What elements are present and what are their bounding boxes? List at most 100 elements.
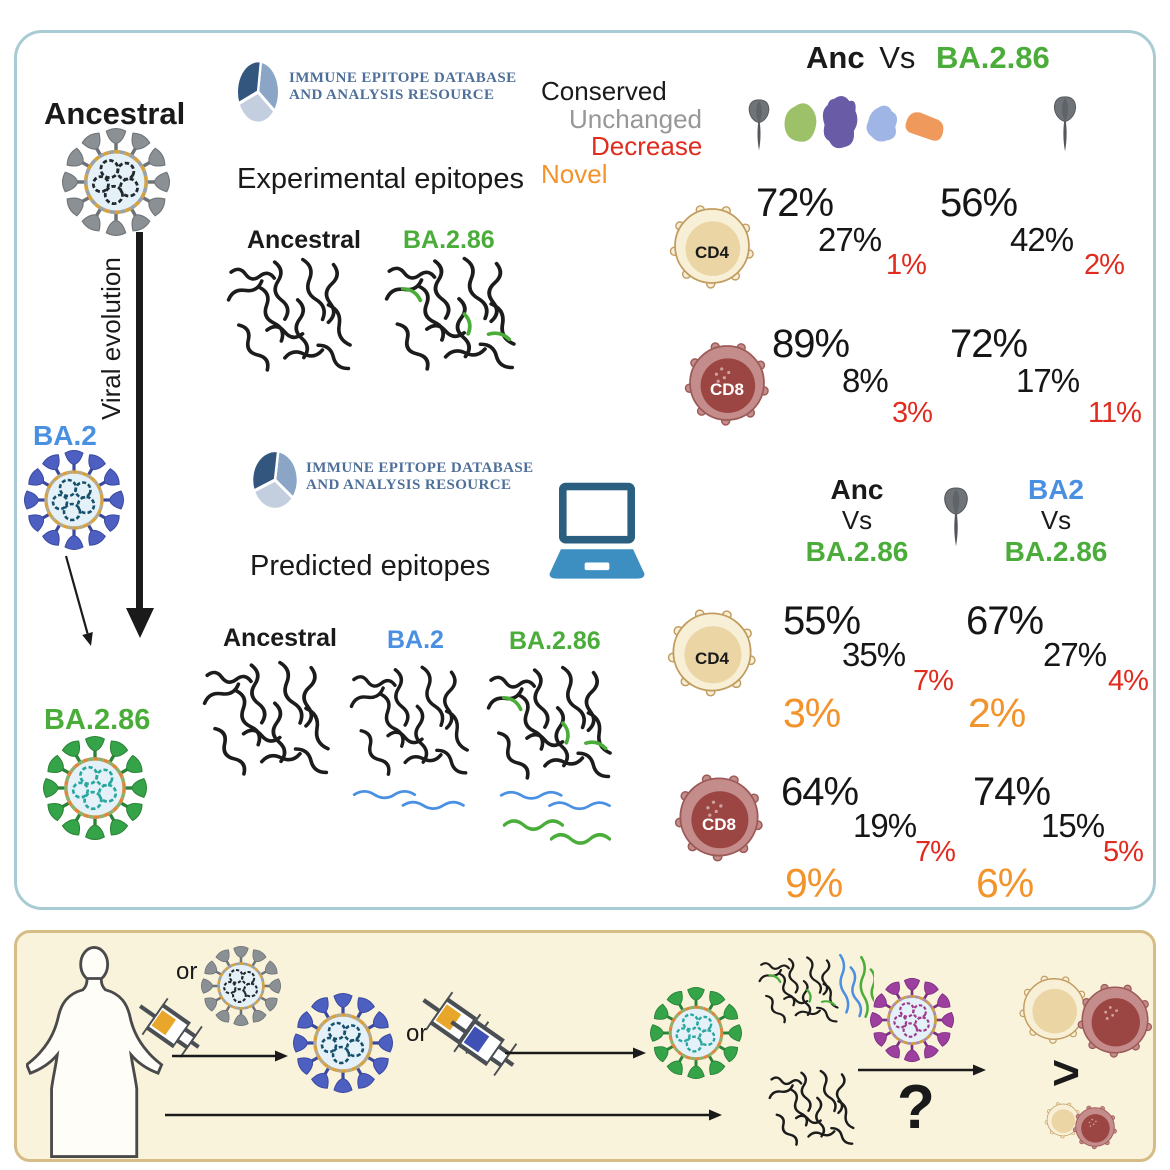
vaccine-syringe-blue-icon (433, 996, 533, 1091)
pred-ba286-novel-epitopes-icon (502, 814, 614, 850)
pred-ba286-epitopes-icon (486, 660, 614, 786)
exp-cd8-spike-decrease: 11% (1088, 397, 1142, 429)
iedb-logo-icon-2 (250, 448, 300, 512)
exp-cd4-proteome-decrease: 1% (886, 249, 927, 281)
iedb-logo-text-2: IMMUNE EPITOPE DATABASE AND ANALYSIS RES… (306, 460, 534, 494)
cd4-cell-label-2: CD4 (694, 649, 730, 669)
viral-evolution-arrowhead-icon (126, 608, 154, 638)
exp-cd4-proteome-unchanged: 27% (818, 221, 882, 258)
ba286-virus-icon (42, 736, 148, 840)
cd8-cell-label: CD8 (709, 380, 745, 400)
iedb2-line2: AND ANALYSIS RESOURCE (306, 477, 512, 493)
pred-cmp1-bottom: BA.2.86 (805, 536, 909, 567)
vaccine-syringe-icon (122, 981, 218, 1072)
ancestral-epitopes-bottom-icon (768, 1066, 856, 1150)
exp-header-ba286: BA.2.86 (936, 40, 1050, 75)
spike-protein-icon (744, 96, 774, 154)
laptop-icon (540, 478, 654, 590)
pred-cmp2-bottom: BA.2.86 (1004, 536, 1108, 567)
exp-cd8-spike-unchanged: 17% (1016, 362, 1080, 399)
pred-cmp1-vs: Vs (841, 505, 873, 535)
ba2-virus-icon (24, 448, 124, 552)
legend-conserved: Conserved (541, 76, 667, 106)
exp-cd8-proteome-decrease: 3% (892, 397, 933, 429)
pred-cd4-ba2-unchanged: 27% (1043, 636, 1107, 673)
legend-novel: Novel (541, 159, 608, 189)
exp-cd4-spike-conserved: 56% (940, 181, 1018, 225)
pred-cmp2-vs: Vs (1040, 505, 1072, 535)
iedb-logo-text: IMMUNE EPITOPE DATABASE AND ANALYSIS RES… (289, 70, 517, 104)
pred-comparison-2: BA2 Vs BA.2.86 (991, 474, 1121, 567)
pred-ba2-epitopes-icon (349, 660, 471, 782)
pred-cd4-ba2-decrease: 4% (1108, 665, 1149, 697)
top-panel (14, 30, 1156, 910)
pred-cd8-anc-novel: 9% (785, 860, 843, 906)
pred-cd8-ba2-conserved: 74% (973, 770, 1051, 814)
spike-protein-icon-2 (938, 486, 974, 548)
exp-header-anc: Anc (806, 40, 865, 75)
experimental-epitopes-title: Experimental epitopes (237, 163, 524, 195)
exp-ba286-epitopes-icon (384, 251, 518, 377)
pred-ba2-label: BA.2 (387, 626, 444, 654)
legend-unchanged: Unchanged (569, 104, 702, 134)
ancestral-virus-icon (60, 128, 172, 236)
pred-cd8-ba2-novel: 6% (976, 860, 1034, 906)
pred-ancestral-epitopes-icon (202, 655, 332, 782)
future-variant-virus-icon (870, 978, 954, 1062)
cd8-response-small-icon (1072, 1104, 1118, 1150)
pred-cd4-anc-novel: 3% (783, 690, 841, 736)
pred-comparison-1: Anc Vs BA.2.86 (792, 474, 922, 567)
exp-cd8-proteome-unchanged: 8% (842, 362, 889, 399)
exp-cd8-spike-conserved: 72% (950, 322, 1028, 366)
viral-evolution-label: Viral evolution (96, 257, 126, 420)
pred-cd8-anc-conserved: 64% (781, 770, 859, 814)
pred-cd4-ba2-conserved: 67% (966, 599, 1044, 643)
spike-protein-only-icon (1048, 95, 1082, 153)
mixed-epitopes-icon (758, 953, 840, 1027)
cd4-cell-icon-2: CD4 (666, 606, 758, 698)
ba286-label: BA.2.86 (44, 704, 151, 736)
iedb-logo-icon (235, 58, 281, 126)
viral-evolution-arrow-shaft (136, 232, 143, 610)
pred-cd4-anc-decrease: 7% (913, 665, 954, 697)
novel-epitopes-vertical-icon (836, 951, 874, 1023)
pred-ba2-novel-epitopes-icon (352, 786, 468, 814)
pred-cmp1-top: Anc (830, 474, 884, 505)
ba286-virus-bottom-icon (650, 980, 742, 1086)
cd8-cell-label-2: CD8 (701, 814, 737, 834)
cd8-cell-icon: CD8 (683, 337, 771, 429)
bottom-panel (14, 930, 1156, 1162)
pred-cmp2-top: BA2 (1027, 474, 1084, 505)
pred-cd4-anc-unchanged: 35% (842, 636, 906, 673)
pred-cd8-ba2-unchanged: 15% (1041, 807, 1105, 844)
iedb-line2: AND ANALYSIS RESOURCE (289, 87, 495, 103)
predicted-epitopes-title: Predicted epitopes (250, 550, 491, 582)
exp-comparison-header: Anc Vs BA.2.86 (806, 40, 1050, 76)
iedb2-line1: IMMUNE EPITOPE DATABASE (306, 460, 534, 476)
exp-ancestral-label: Ancestral (247, 226, 361, 254)
pred-ba286-label: BA.2.86 (509, 627, 601, 655)
cd8-response-large-icon (1076, 980, 1154, 1060)
protein-blob-lightblue-icon (862, 104, 900, 146)
cd4-cell-icon: CD4 (668, 202, 756, 290)
exp-cd8-proteome-conserved: 89% (772, 322, 850, 366)
exp-ba286-label: BA.2.86 (403, 226, 495, 254)
or-label-2: or (406, 1020, 428, 1047)
human-silhouette-icon (26, 946, 168, 1158)
ba2-virus-bottom-icon (293, 993, 393, 1093)
ancestral-label: Ancestral (44, 96, 186, 131)
exp-cd4-proteome-conserved: 72% (756, 181, 834, 225)
cd4-response-large-icon (1018, 972, 1090, 1046)
or-label-1: or (176, 958, 198, 985)
exp-ancestral-epitopes-icon (226, 252, 354, 378)
ancestral-virus-small-icon (201, 944, 281, 1028)
exp-cd4-spike-unchanged: 42% (1010, 221, 1074, 258)
ba2-label: BA.2 (33, 420, 97, 451)
pred-cd8-anc-unchanged: 19% (853, 807, 917, 844)
cd4-cell-label: CD4 (694, 243, 730, 263)
question-mark: ? (897, 1073, 935, 1142)
protein-blob-orange-icon (899, 107, 947, 147)
exp-cd4-spike-decrease: 2% (1084, 249, 1125, 281)
protein-blob-green-icon (779, 101, 819, 147)
